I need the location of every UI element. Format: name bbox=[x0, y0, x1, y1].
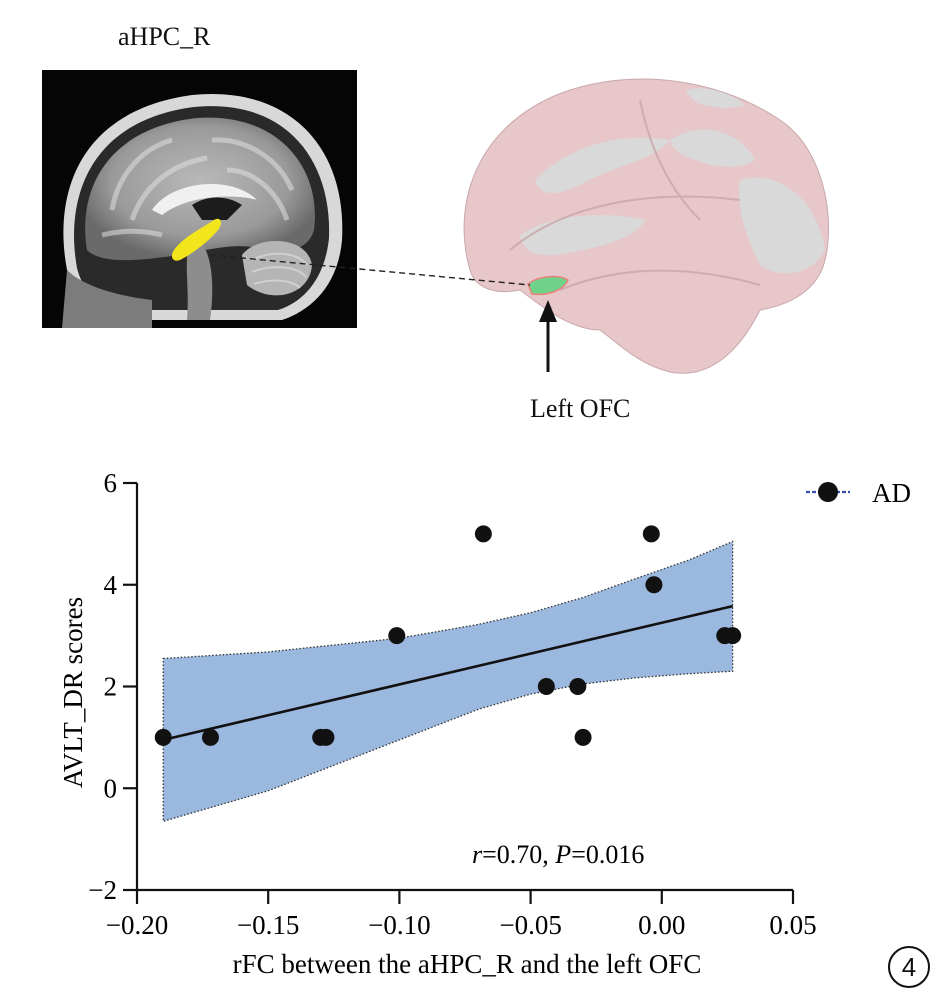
y-axis-ticks: −2 0 2 4 6 bbox=[88, 468, 137, 905]
x-tick-label: −0.15 bbox=[237, 910, 299, 940]
y-tick-label: 6 bbox=[104, 468, 118, 498]
data-point bbox=[154, 728, 172, 746]
data-point bbox=[642, 525, 660, 543]
confidence-band bbox=[162, 540, 734, 823]
x-tick-label: −0.10 bbox=[368, 910, 430, 940]
mri-sagittal-image bbox=[42, 70, 357, 328]
correlation-annotation: r=0.70, P=0.016 bbox=[472, 840, 644, 869]
data-point bbox=[724, 627, 742, 645]
regression-line bbox=[162, 604, 733, 742]
y-axis-label: AVLT_DR scores bbox=[58, 597, 88, 788]
legend-marker bbox=[818, 482, 838, 502]
scatter-chart: −2 0 2 4 6 −0.20 −0.15 −0.10 −0.05 0.00 0.05 AVLT… bbox=[58, 468, 911, 979]
target-region-label: Left OFC bbox=[530, 394, 631, 423]
legend: AD bbox=[806, 478, 911, 508]
data-point bbox=[569, 678, 587, 695]
data-point bbox=[474, 525, 492, 543]
data-point bbox=[574, 728, 592, 746]
p-symbol: P bbox=[554, 840, 571, 869]
seed-roi-highlight bbox=[172, 218, 221, 261]
x-tick-label: −0.05 bbox=[499, 910, 561, 940]
data-point bbox=[645, 576, 663, 594]
target-roi-highlight bbox=[527, 275, 569, 296]
r-value: =0.70, bbox=[482, 840, 555, 869]
x-axis-label: rFC between the aHPC_R and the left OFC bbox=[233, 949, 702, 979]
legend-label: AD bbox=[872, 478, 911, 508]
x-axis-ticks: −0.20 −0.15 −0.10 −0.05 0.00 0.05 bbox=[106, 890, 817, 940]
y-tick-label: 2 bbox=[104, 672, 118, 702]
x-tick-label: 0.05 bbox=[769, 910, 816, 940]
y-tick-label: 0 bbox=[104, 773, 118, 803]
data-point bbox=[388, 627, 406, 645]
panel-number-badge: 4 bbox=[888, 946, 930, 988]
seed-region-label: aHPC_R bbox=[118, 22, 211, 51]
x-tick-label: −0.20 bbox=[106, 910, 168, 940]
data-point bbox=[317, 728, 335, 746]
data-point bbox=[537, 678, 555, 695]
data-points bbox=[154, 525, 742, 746]
y-tick-label: 4 bbox=[104, 570, 118, 600]
y-tick-label: −2 bbox=[88, 875, 117, 905]
r-symbol: r bbox=[472, 840, 483, 869]
data-point bbox=[201, 728, 219, 746]
cortical-surface-image bbox=[463, 78, 830, 374]
x-tick-label: 0.00 bbox=[638, 910, 685, 940]
p-value: =0.016 bbox=[571, 840, 644, 869]
